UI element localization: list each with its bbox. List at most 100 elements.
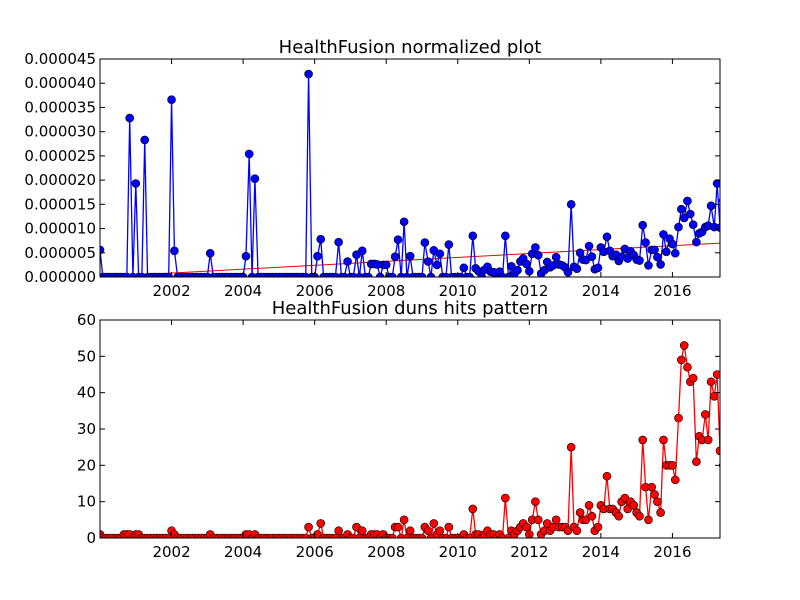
data-point-duns-hits <box>629 500 639 510</box>
data-point-duns-hits <box>602 471 612 481</box>
data-point-duns-hits <box>701 410 710 419</box>
data-point-duns-hits <box>429 519 439 528</box>
data-point-normalized <box>423 257 433 266</box>
data-point-normalized <box>635 256 644 265</box>
data-point-normalized <box>125 113 134 123</box>
data-point-normalized <box>316 234 326 244</box>
data-point-normalized <box>420 238 430 247</box>
data-point-normalized <box>593 263 603 273</box>
data-point-normalized <box>656 260 665 269</box>
x-tick-label-normalized: 2004 <box>224 282 262 300</box>
data-point-duns-hits <box>531 497 540 506</box>
data-point-duns-hits <box>423 526 433 536</box>
y-tick-label-normalized: 0.000025 <box>24 147 96 165</box>
y-tick-label-duns-hits: 0 <box>86 529 96 547</box>
y-tick-label-duns-hits: 30 <box>77 420 96 438</box>
y-tick-label-normalized: 0.000005 <box>24 244 96 262</box>
x-tick-label-normalized: 2006 <box>296 282 334 300</box>
x-tick-label-duns-hits: 2002 <box>152 543 190 561</box>
data-point-normalized <box>381 260 391 270</box>
data-point-normalized <box>477 272 487 277</box>
series-area-normalized <box>100 69 720 277</box>
chart-normalized-plot: HealthFusion normalized plot 2002 2004 200… <box>24 37 721 300</box>
x-tick-label-duns-hits: 2010 <box>439 543 477 561</box>
data-point-normalized <box>444 240 454 249</box>
data-point-normalized <box>668 239 677 249</box>
y-tick-label-normalized: 0.000030 <box>24 123 96 141</box>
x-tick-label-normalized: 2012 <box>510 282 548 300</box>
x-tick-label-duns-hits: 2006 <box>296 543 334 561</box>
data-point-normalized <box>677 204 686 214</box>
data-point-normalized <box>399 217 409 227</box>
data-point-duns-hits <box>357 526 367 536</box>
chart-title-normalized: HealthFusion normalized plot <box>279 37 542 58</box>
data-point-duns-hits <box>316 519 326 528</box>
y-tick-label-normalized: 0.000015 <box>24 195 96 213</box>
data-point-normalized <box>584 241 594 251</box>
data-point-duns-hits <box>575 508 585 517</box>
data-point-normalized <box>393 235 403 244</box>
data-point-duns-hits <box>444 522 454 532</box>
data-point-normalized <box>706 201 716 211</box>
data-point-duns-hits <box>435 526 445 536</box>
data-point-normalized <box>679 213 689 223</box>
x-tick-label-normalized: 2008 <box>367 282 405 300</box>
data-point-duns-hits <box>638 435 648 445</box>
data-point-normalized <box>533 250 543 260</box>
data-point-duns-hits <box>399 515 409 525</box>
x-tick-label-duns-hits: 2014 <box>582 543 620 561</box>
data-point-normalized <box>250 174 260 183</box>
data-point-normalized <box>244 149 254 159</box>
data-point-normalized <box>304 69 313 79</box>
data-point-normalized <box>390 252 400 261</box>
data-point-duns-hits <box>712 370 720 379</box>
x-tick-label-normalized: 2016 <box>653 282 691 300</box>
data-point-duns-hits <box>393 522 403 532</box>
data-point-duns-hits <box>709 391 719 401</box>
y-tick-label-normalized: 0.000045 <box>24 50 96 68</box>
data-point-duns-hits <box>659 435 668 445</box>
data-point-normalized <box>375 272 385 277</box>
data-point-normalized <box>164 272 173 277</box>
data-point-duns-hits <box>334 526 343 536</box>
data-point-normalized <box>387 272 397 277</box>
data-point-duns-hits <box>674 413 683 423</box>
x-tick-label-duns-hits: 2016 <box>653 543 691 561</box>
y-tick-label-normalized: 0.000020 <box>24 171 96 189</box>
data-point-normalized <box>662 247 671 257</box>
data-point-duns-hits <box>635 511 644 521</box>
data-point-duns-hits <box>501 493 510 503</box>
data-point-normalized <box>313 251 322 261</box>
data-point-normalized <box>653 252 662 262</box>
data-point-duns-hits <box>692 457 701 467</box>
data-point-duns-hits <box>405 526 415 536</box>
data-point-normalized <box>100 245 105 255</box>
data-point-duns-hits <box>614 511 624 521</box>
data-point-normalized <box>459 263 469 273</box>
data-point-duns-hits <box>304 522 313 532</box>
data-point-normalized <box>551 252 561 262</box>
data-point-normalized <box>131 179 141 188</box>
data-point-normalized <box>405 251 415 261</box>
y-tick-label-normalized: 0.000010 <box>24 220 96 238</box>
data-point-duns-hits <box>703 435 713 445</box>
data-point-normalized <box>644 261 653 270</box>
data-point-duns-hits <box>417 533 427 538</box>
data-point-normalized <box>572 264 582 274</box>
chart-title-duns-hits: HealthFusion duns hits pattern <box>272 298 548 319</box>
data-point-normalized <box>364 272 373 277</box>
data-point-normalized <box>715 223 720 232</box>
x-tick-label-duns-hits: 2008 <box>367 543 405 561</box>
data-point-duns-hits <box>670 475 680 485</box>
data-point-normalized <box>670 248 680 258</box>
data-point-normalized <box>683 196 692 206</box>
data-point-duns-hits <box>593 522 603 532</box>
data-point-normalized <box>140 135 150 145</box>
data-point-normalized <box>659 230 668 239</box>
data-point-normalized <box>334 237 343 247</box>
data-point-duns-hits <box>647 482 656 492</box>
x-tick-label-duns-hits: 2004 <box>224 543 262 561</box>
x-tick-label-normalized: 2010 <box>439 282 477 300</box>
data-point-duns-hits <box>656 508 665 517</box>
data-point-normalized <box>674 222 683 232</box>
